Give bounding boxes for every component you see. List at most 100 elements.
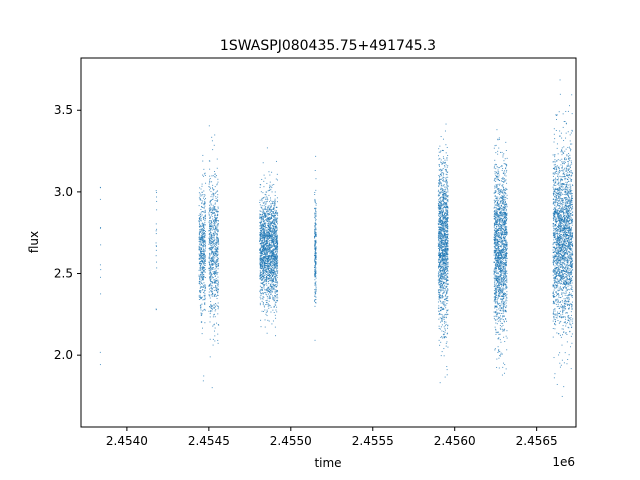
data-point <box>201 237 203 239</box>
data-point <box>439 211 441 213</box>
data-point <box>204 215 206 217</box>
data-point <box>439 243 441 245</box>
data-point <box>217 342 219 344</box>
data-point <box>210 309 212 311</box>
data-point <box>437 191 439 193</box>
data-point <box>261 290 263 291</box>
data-point <box>209 160 211 162</box>
data-point <box>315 229 317 231</box>
data-point <box>214 281 216 283</box>
data-point <box>445 238 447 240</box>
data-point <box>267 274 269 276</box>
data-point <box>261 261 263 263</box>
data-point <box>440 203 442 205</box>
data-point <box>156 261 158 263</box>
data-point <box>218 264 220 266</box>
data-point <box>263 216 265 218</box>
data-point <box>267 248 268 250</box>
data-point <box>439 266 441 268</box>
data-point <box>205 197 206 199</box>
data-point <box>446 269 448 271</box>
data-point <box>275 262 277 264</box>
data-point <box>438 231 440 233</box>
data-point <box>213 253 215 255</box>
data-point <box>203 237 205 239</box>
data-point <box>268 241 270 243</box>
data-point <box>266 196 268 198</box>
data-point <box>263 215 265 217</box>
data-point <box>216 216 218 218</box>
data-point <box>273 227 275 229</box>
data-point <box>262 269 264 271</box>
data-point <box>261 218 263 220</box>
data-point <box>444 267 446 269</box>
data-point <box>260 236 261 238</box>
data-point <box>440 212 442 214</box>
data-point <box>200 215 202 217</box>
data-point <box>263 216 265 218</box>
data-point <box>259 270 261 272</box>
data-point <box>270 311 272 313</box>
data-point <box>265 313 267 315</box>
data-point <box>442 177 444 179</box>
data-point <box>314 302 316 304</box>
data-point <box>440 241 441 243</box>
data-point <box>260 259 262 261</box>
data-point <box>440 313 442 315</box>
data-point <box>269 263 271 265</box>
data-point <box>505 189 507 191</box>
data-point <box>262 281 264 283</box>
data-point <box>217 257 219 259</box>
data-point <box>506 182 508 184</box>
data-point <box>275 266 277 268</box>
data-point <box>270 217 272 219</box>
data-point <box>274 220 276 222</box>
data-point <box>273 223 275 225</box>
data-point <box>212 175 214 177</box>
data-point <box>314 305 316 307</box>
data-point <box>502 208 504 210</box>
data-point <box>438 204 440 206</box>
data-point <box>210 290 212 292</box>
data-point <box>264 267 266 269</box>
data-point <box>262 298 264 300</box>
data-point <box>273 232 275 234</box>
data-point <box>495 180 497 182</box>
data-point <box>438 229 440 231</box>
data-point <box>263 305 265 307</box>
data-point <box>268 223 270 225</box>
data-point <box>274 232 276 234</box>
data-point <box>268 289 270 291</box>
data-point <box>438 291 440 293</box>
data-point <box>269 270 271 272</box>
data-point <box>265 264 267 266</box>
data-point <box>269 212 271 214</box>
data-point <box>438 293 440 295</box>
data-point <box>259 217 261 219</box>
data-point <box>264 257 266 259</box>
data-point <box>440 175 442 177</box>
data-point <box>202 267 204 269</box>
data-point <box>212 237 214 239</box>
data-point <box>210 209 212 211</box>
data-point <box>270 230 272 232</box>
data-point <box>269 186 271 188</box>
data-point <box>198 232 200 234</box>
data-point <box>203 261 205 263</box>
data-point <box>269 201 271 203</box>
data-point <box>275 245 277 247</box>
data-point <box>272 256 274 258</box>
data-point <box>442 258 444 260</box>
data-point <box>440 263 442 265</box>
data-point <box>445 188 447 190</box>
data-point <box>203 291 205 293</box>
data-point <box>211 287 213 289</box>
data-point <box>275 274 277 276</box>
data-point <box>260 222 262 224</box>
data-point <box>210 258 212 260</box>
data-point <box>267 265 269 267</box>
data-point <box>264 222 266 224</box>
data-point <box>216 284 218 286</box>
data-point <box>200 248 202 250</box>
data-point <box>269 211 271 213</box>
